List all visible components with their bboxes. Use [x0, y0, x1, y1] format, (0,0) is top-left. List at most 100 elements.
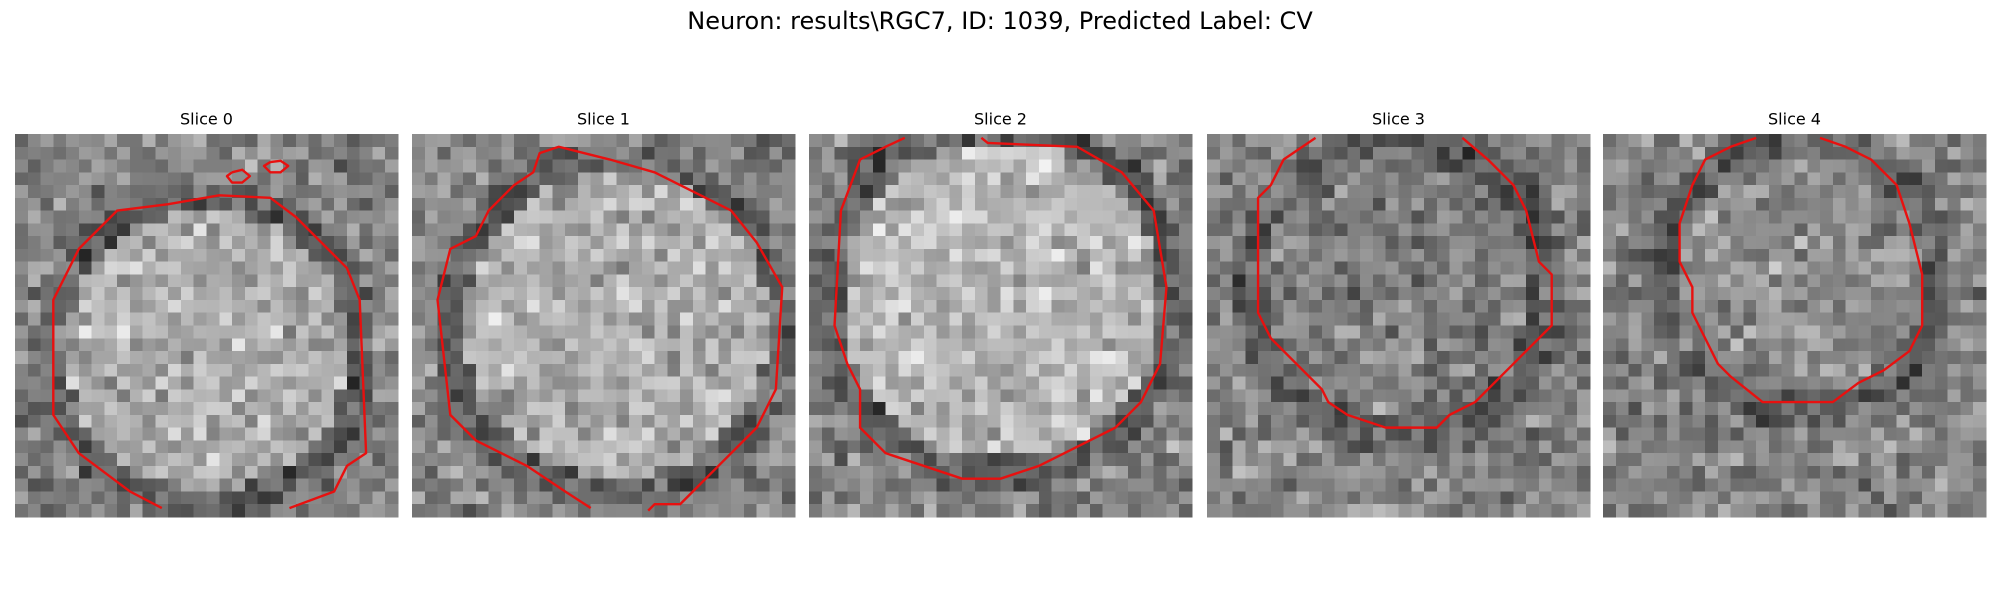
pixel — [1807, 197, 1821, 212]
pixel — [539, 185, 554, 199]
pixel — [501, 338, 515, 352]
pixel — [1232, 248, 1246, 263]
pixel — [283, 389, 297, 403]
pixel — [1475, 478, 1489, 493]
pixel — [847, 491, 861, 505]
pixel — [949, 185, 963, 199]
pixel — [923, 312, 938, 327]
pixel — [1064, 351, 1078, 365]
pixel — [346, 197, 361, 212]
pixel — [27, 159, 42, 173]
pixel — [1692, 248, 1706, 263]
pixel — [1026, 389, 1040, 403]
pixel — [1245, 402, 1259, 416]
pixel — [1258, 440, 1272, 454]
pixel — [501, 159, 515, 173]
pixel — [872, 389, 887, 403]
pixel — [1102, 504, 1116, 518]
pixel — [53, 185, 67, 199]
pixel — [295, 287, 310, 301]
pixel — [385, 414, 399, 429]
pixel — [1449, 338, 1463, 352]
pixel — [1219, 363, 1234, 378]
pixel — [1526, 159, 1540, 173]
pixel — [1500, 351, 1514, 365]
pixel — [629, 223, 643, 237]
pixel — [1500, 338, 1514, 352]
pixel — [1960, 325, 1974, 339]
pixel — [1526, 274, 1540, 288]
pixel — [1730, 223, 1745, 237]
pixel — [1334, 134, 1349, 148]
pixel — [15, 134, 29, 148]
pixel — [577, 134, 592, 148]
pixel — [1475, 236, 1489, 250]
pixel — [1500, 261, 1514, 276]
pixel — [193, 159, 208, 173]
pixel — [1245, 504, 1259, 518]
pixel — [705, 312, 719, 327]
pixel — [1909, 402, 1923, 416]
pixel — [168, 197, 182, 212]
pixel — [142, 427, 157, 441]
pixel — [142, 172, 157, 186]
pixel — [692, 134, 707, 148]
pixel — [577, 440, 592, 454]
pixel — [731, 465, 745, 480]
pixel — [769, 223, 783, 237]
panel-title: Slice 1 — [577, 110, 630, 129]
pixel — [1347, 197, 1361, 212]
pixel — [1820, 363, 1834, 378]
pixel — [1768, 287, 1783, 301]
pixel — [1038, 363, 1053, 378]
pixel — [654, 325, 668, 339]
pixel — [1411, 159, 1425, 173]
pixel — [1219, 453, 1234, 467]
pixel — [488, 274, 502, 288]
pixel — [1296, 274, 1310, 288]
pixel — [1296, 287, 1310, 301]
pixel — [860, 274, 874, 288]
pixel — [962, 363, 976, 378]
pixel — [743, 351, 758, 365]
pixel — [1526, 402, 1540, 416]
pixel — [155, 261, 169, 276]
pixel — [424, 504, 439, 518]
pixel — [53, 197, 67, 212]
pixel — [463, 376, 477, 390]
pixel — [898, 210, 912, 224]
pixel — [1781, 325, 1796, 339]
pixel — [603, 478, 617, 493]
pixel — [1871, 325, 1885, 339]
pixel — [1051, 325, 1065, 339]
pixel — [1077, 465, 1091, 480]
pixel — [603, 504, 617, 518]
pixel — [1781, 299, 1796, 314]
pixel — [552, 261, 566, 276]
pixel — [1347, 172, 1361, 186]
pixel — [1475, 465, 1489, 480]
pixel — [155, 389, 169, 403]
pixel — [514, 440, 528, 454]
pixel — [860, 338, 874, 352]
pixel — [1270, 478, 1285, 493]
pixel — [129, 261, 144, 276]
pixel — [1140, 414, 1155, 429]
pixel — [936, 287, 951, 301]
pixel — [514, 223, 528, 237]
pixel — [78, 363, 93, 378]
pixel — [1654, 248, 1668, 263]
pixel — [1385, 185, 1400, 199]
pixel — [565, 159, 579, 173]
pixel — [1551, 274, 1566, 288]
pixel — [1845, 427, 1859, 441]
pixel — [962, 338, 976, 352]
pixel — [488, 491, 502, 505]
pixel — [885, 274, 899, 288]
pixel — [66, 363, 80, 378]
pixel — [641, 389, 656, 403]
pixel — [1013, 351, 1027, 365]
pixel — [257, 236, 271, 250]
pixel — [577, 465, 592, 480]
pixel — [731, 312, 745, 327]
